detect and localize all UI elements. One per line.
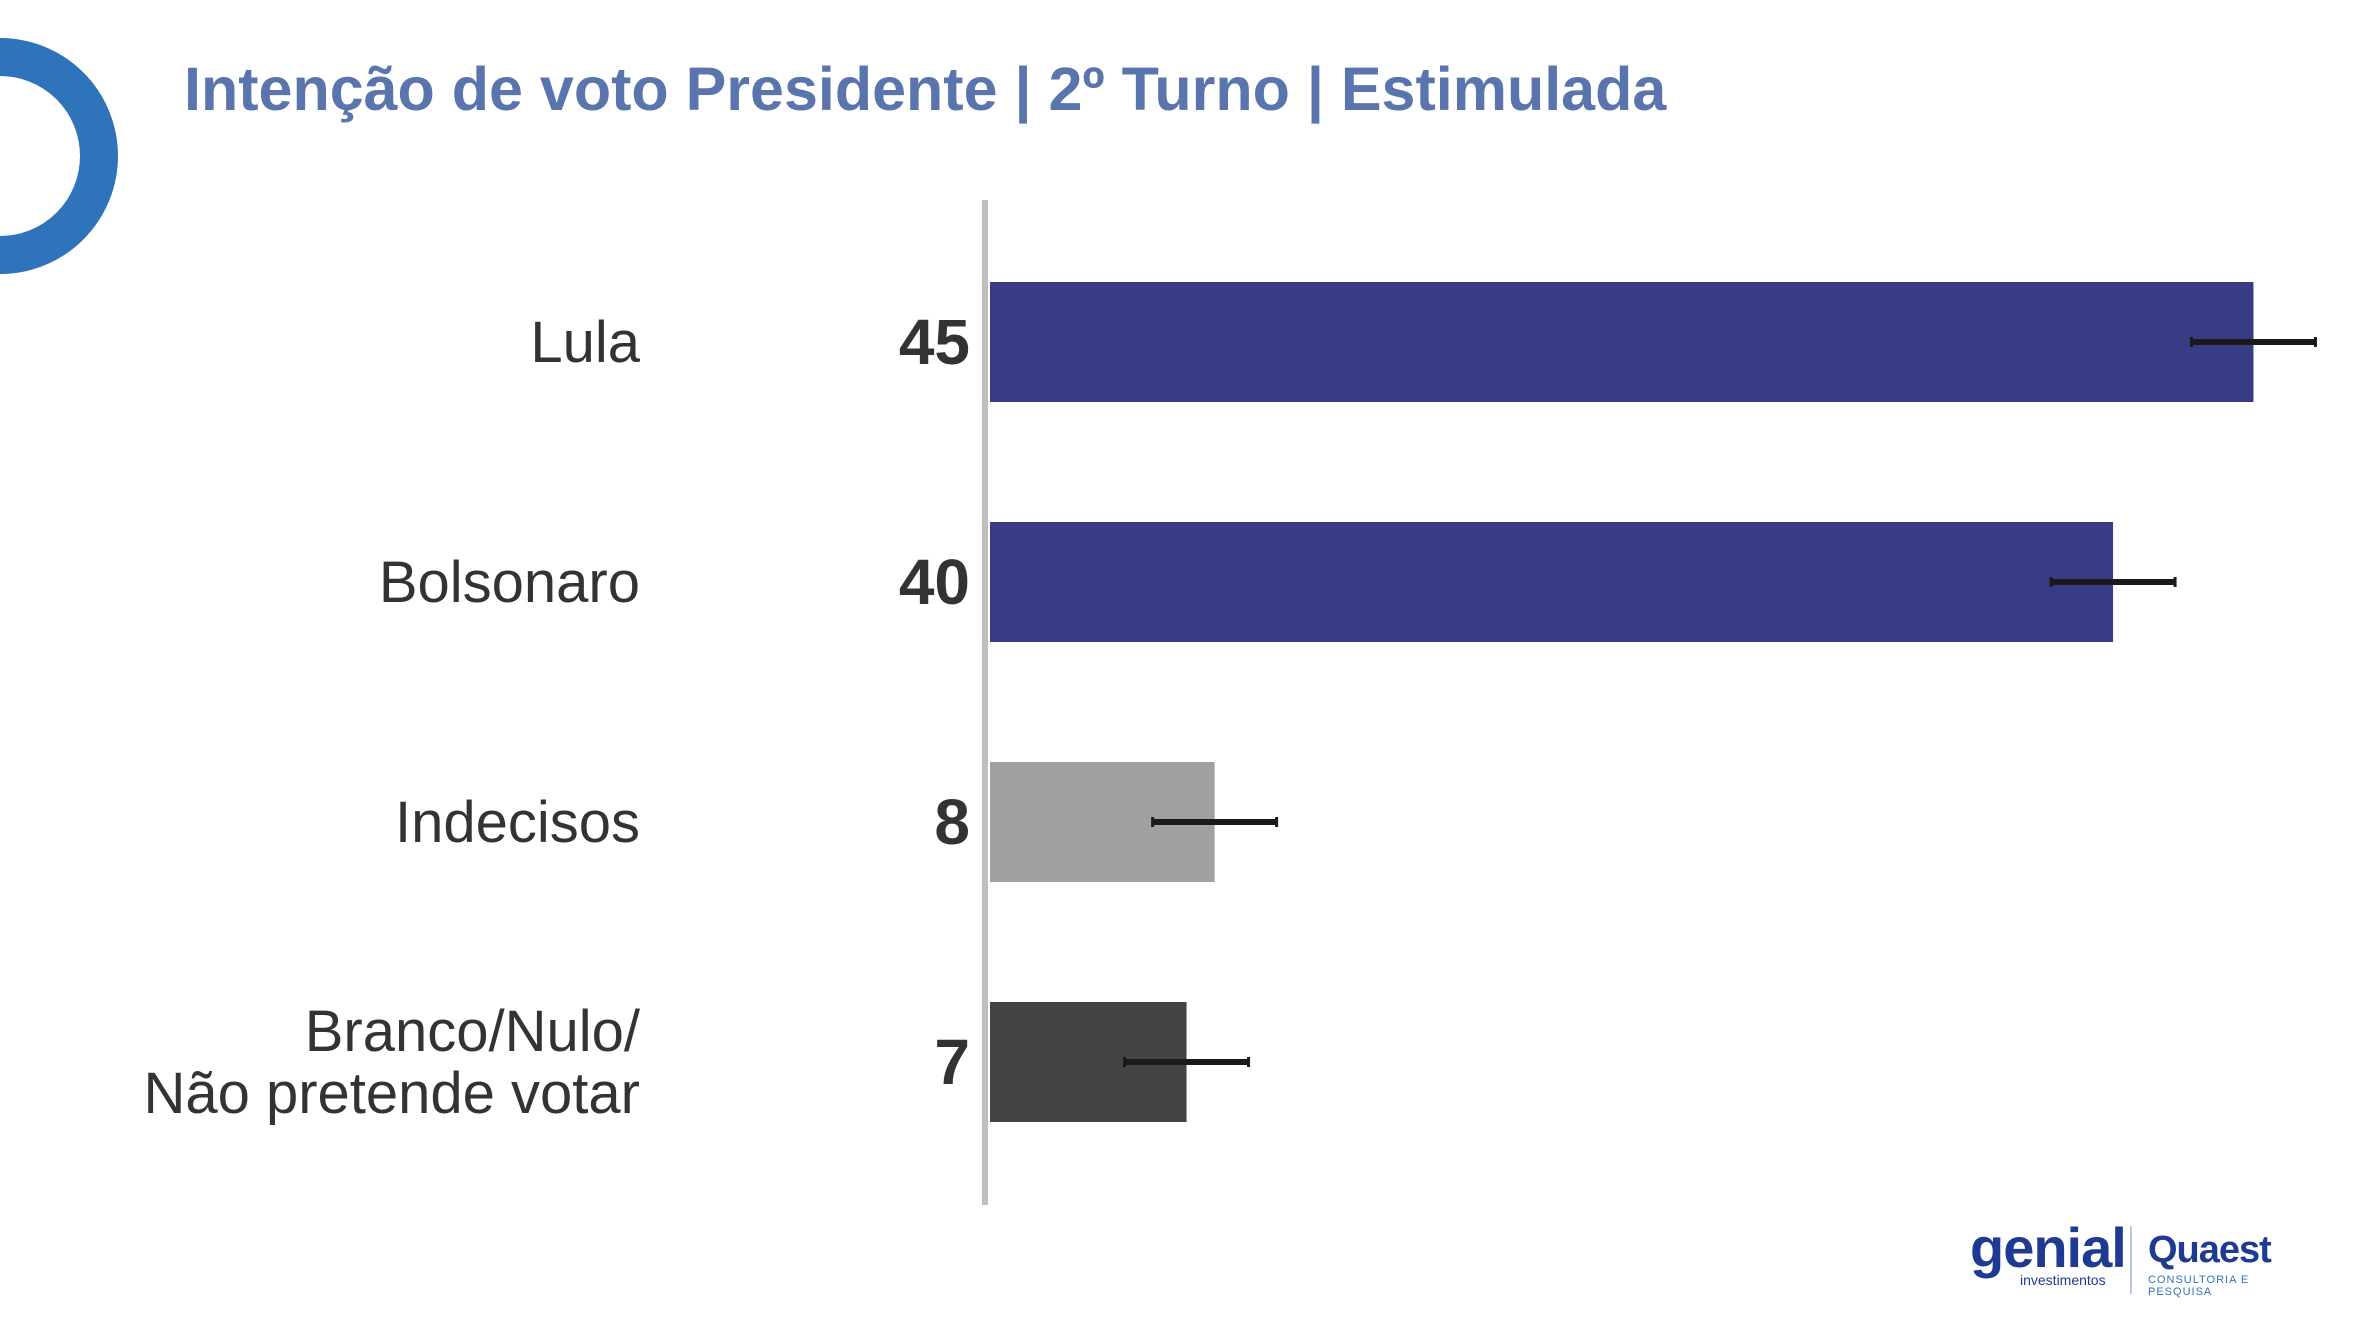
footer-logos: genial investimentos Quaest CONSULTORIA … [1970,1220,2290,1300]
genial-logo-subtitle: investimentos [2020,1272,2106,1288]
value-label: 45 [899,306,970,378]
quaest-logo: Quaest [2148,1229,2272,1271]
value-label: 40 [899,546,970,618]
category-label: Não pretende votar [143,1061,640,1126]
chart-title: Intenção de voto Presidente | 2º Turno |… [184,55,1667,123]
quaest-logo-subtitle: CONSULTORIA E PESQUISA [2148,1274,2250,1298]
bar [990,282,2254,402]
category-label: Lula [530,310,640,375]
genial-logo: genial [1970,1216,2127,1279]
category-label: Bolsonaro [379,550,640,615]
value-label: 8 [934,786,970,858]
category-label: Branco/Nulo/ [305,999,641,1064]
bar [990,522,2114,642]
category-label: Indecisos [395,790,640,855]
value-label: 7 [934,1026,970,1098]
logo-divider [2130,1226,2132,1294]
